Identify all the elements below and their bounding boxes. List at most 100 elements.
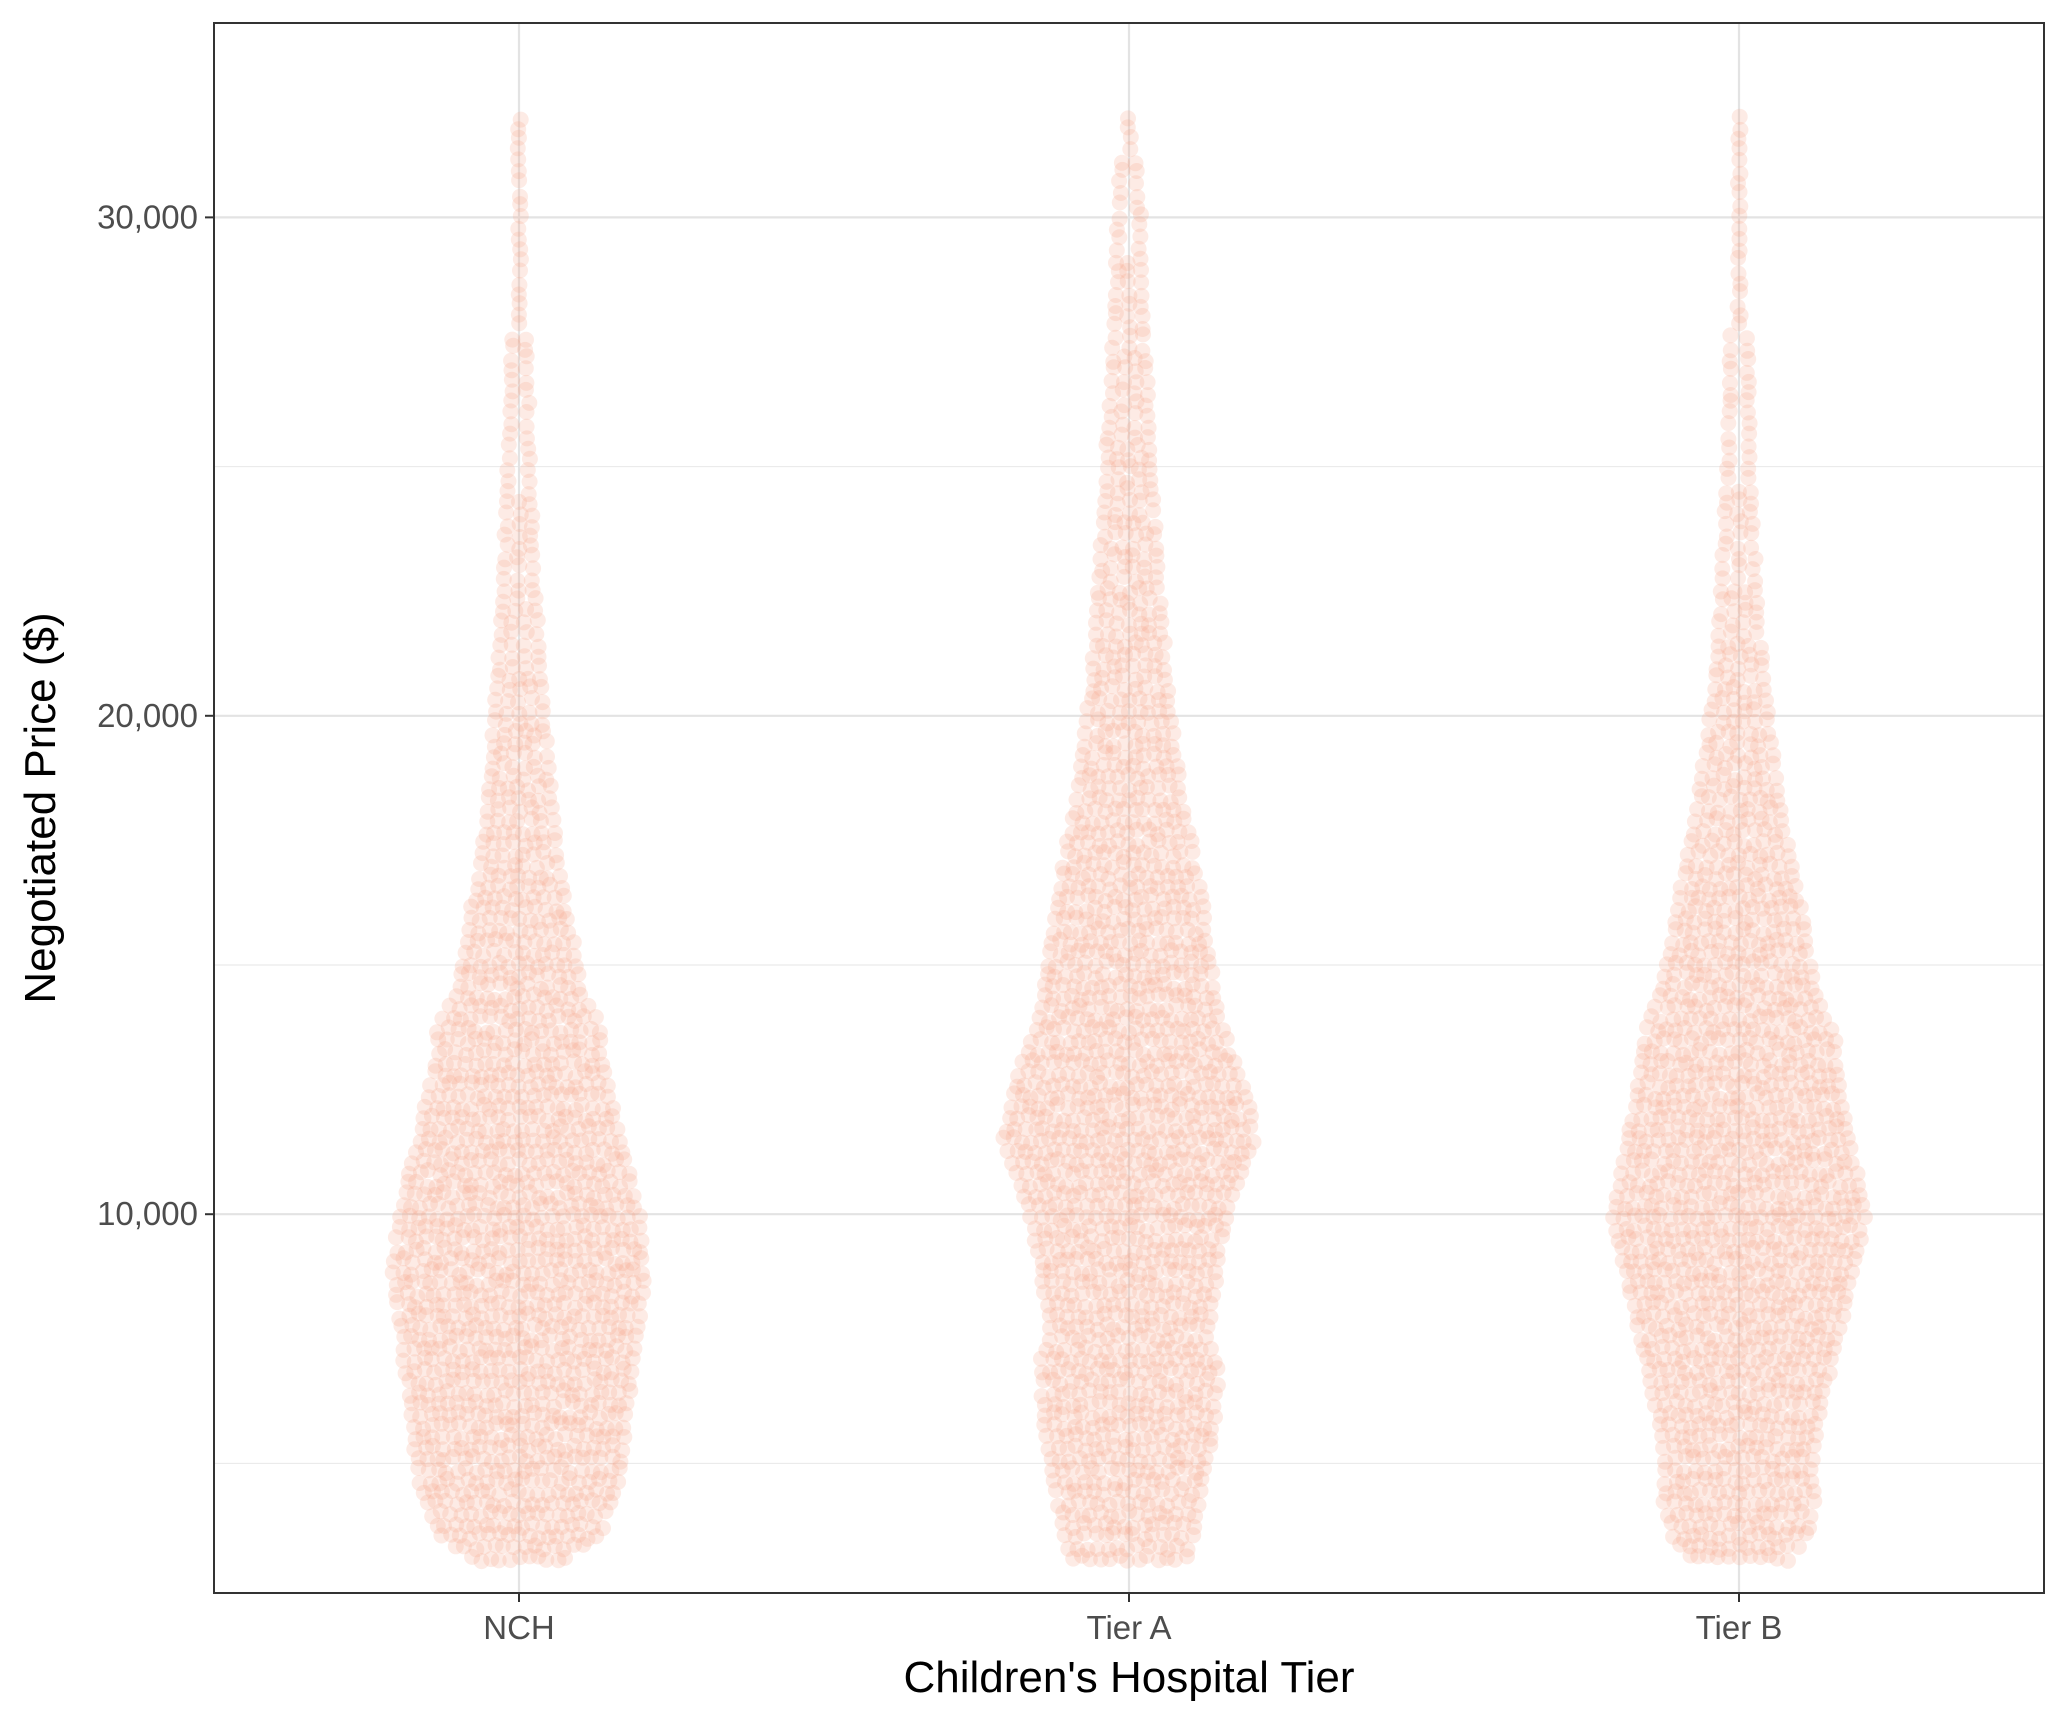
data-point [1084,1410,1101,1427]
data-point [604,1222,621,1239]
data-point [581,1130,598,1147]
data-point [511,1308,528,1325]
data-point [583,1206,600,1223]
data-point [603,1463,620,1479]
data-point [485,1042,502,1059]
data-point [479,813,496,830]
data-point [450,1385,467,1402]
data-point [1242,1108,1259,1125]
data-point [552,868,568,885]
data-point [387,1229,404,1246]
data-point [1064,1460,1081,1477]
data-point [1207,1217,1224,1234]
data-point [1188,1404,1205,1421]
data-point [429,1218,446,1235]
data-point [584,1047,600,1063]
data-point [1145,1173,1162,1190]
data-point [437,1129,454,1146]
data-point [1134,1342,1151,1359]
data-point [1188,1265,1205,1282]
data-point [493,1008,510,1025]
data-point [604,1428,621,1445]
data-point [436,1175,453,1192]
data-point [528,1063,545,1080]
data-point [531,804,548,821]
data-point [482,1503,499,1520]
data-point [1079,1251,1096,1267]
data-point [450,1088,467,1105]
data-point [1121,1461,1138,1478]
data-point [1059,1251,1076,1268]
data-point [520,486,537,503]
data-point [415,1110,432,1127]
data-point [1211,1046,1228,1063]
data-point [1092,1407,1109,1424]
data-point [461,1530,478,1547]
data-point [566,1231,583,1247]
data-point [580,997,597,1014]
data-point [1006,1121,1023,1138]
data-point [434,1077,451,1094]
data-point [1149,1107,1166,1124]
data-point [502,881,519,898]
data-point [514,1131,531,1148]
data-point [1056,1420,1073,1437]
data-point [1117,1254,1133,1271]
data-point [605,1485,622,1501]
data-point [514,1166,531,1183]
data-point [570,966,587,983]
data-point [1035,1079,1052,1096]
data-point [494,899,511,916]
data-point [1156,1340,1173,1357]
data-point [518,1143,535,1160]
data-point [485,1023,502,1040]
data-point [520,999,537,1016]
data-point [518,660,535,677]
data-point [557,1108,574,1125]
data-point [559,1486,576,1503]
data-point [1107,1481,1124,1498]
data-point [1178,1394,1195,1411]
data-point [564,1387,581,1404]
data-point [565,1365,582,1382]
data-point [1110,1327,1126,1344]
data-point [520,1505,537,1522]
data-point [500,1076,517,1093]
data-point [403,1406,420,1423]
data-point [406,1354,423,1371]
data-point [1106,1243,1122,1260]
data-point [448,1394,465,1411]
data-point [1226,1054,1243,1071]
data-point [1094,1416,1111,1433]
data-point [615,1273,632,1290]
data-point [566,1144,583,1161]
data-point [563,1086,580,1103]
data-point [541,912,558,929]
data-point [1096,1240,1113,1257]
data-point [403,1328,420,1345]
data-point [1180,1493,1197,1510]
data-point [537,901,554,918]
data-point [1083,1228,1100,1245]
data-point [1043,1090,1060,1107]
data-point [480,1483,497,1500]
data-point [412,1408,429,1425]
data-point [595,1428,612,1445]
data-point [418,1439,435,1456]
data-point [529,612,546,629]
data-point [1226,1090,1243,1106]
data-point [1060,1243,1077,1260]
data-point [1059,1320,1076,1337]
data-point [411,1384,428,1401]
data-point [1107,1132,1124,1149]
data-point [488,1272,505,1289]
data-point [433,1415,450,1432]
data-point [485,1517,502,1534]
data-point [1083,1371,1100,1388]
data-point [1067,1437,1084,1454]
data-point [1146,1341,1163,1358]
data-point [477,1164,494,1181]
data-point [1060,1540,1077,1557]
data-point [1120,1056,1137,1072]
data-point [446,1286,463,1303]
